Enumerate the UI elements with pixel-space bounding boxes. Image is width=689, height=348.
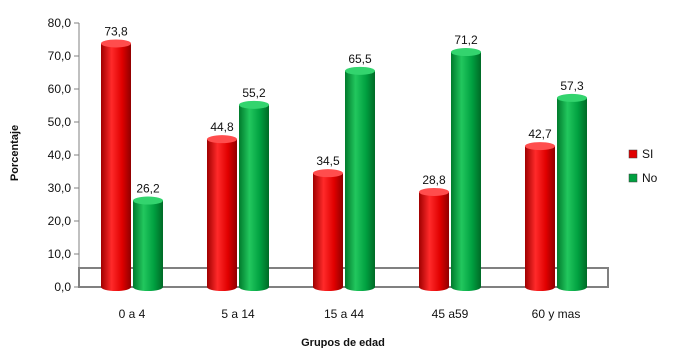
- bar-no-1: [239, 100, 269, 291]
- y-axis-title: Porcentaje: [9, 125, 21, 181]
- data-label: 65,5: [348, 52, 372, 66]
- legend: SI No: [628, 147, 658, 185]
- y-tick-label: 40,0: [48, 148, 72, 162]
- bar-body: [207, 139, 237, 287]
- bar-base: [313, 283, 343, 291]
- bar-base: [451, 283, 481, 291]
- y-tick-label: 70,0: [48, 49, 72, 63]
- data-labels: 73,8 26,2 44,8 55,2 34,5 65,5 28,8 71,2 42,7 57,3: [104, 24, 584, 195]
- y-tick-label: 30,0: [48, 181, 72, 195]
- y-tick-label: 20,0: [48, 214, 72, 228]
- bar-cap: [525, 142, 555, 151]
- bar-cap: [133, 196, 163, 205]
- bar-body: [239, 104, 269, 287]
- bar-no-3: [451, 48, 481, 291]
- data-label: 34,5: [316, 154, 340, 168]
- bar-series: [101, 39, 587, 291]
- bar-si-2: [313, 169, 343, 291]
- y-tick-label: 0,0: [54, 280, 71, 294]
- bar-no-2: [345, 66, 375, 291]
- bar-base: [345, 283, 375, 291]
- bar-body: [345, 70, 375, 287]
- x-tick-label: 0 a 4: [119, 307, 146, 321]
- bar-body: [133, 200, 163, 287]
- x-axis-ticks: 0 a 4 5 a 14 15 a 44 45 a59 60 y mas: [119, 307, 581, 321]
- bar-cap: [419, 187, 449, 196]
- x-tick-label: 60 y mas: [532, 307, 581, 321]
- bar-si-3: [419, 187, 449, 291]
- bar-cap: [101, 39, 131, 48]
- data-label: 42,7: [528, 127, 552, 141]
- bar-base: [207, 283, 237, 291]
- legend-label-no: No: [642, 171, 658, 185]
- bar-base: [239, 283, 269, 291]
- bar-body: [419, 191, 449, 287]
- x-axis-title: Grupos de edad: [301, 337, 385, 348]
- x-tick-label: 5 a 14: [221, 307, 255, 321]
- bar-body: [101, 43, 131, 288]
- data-label: 71,2: [454, 33, 478, 47]
- data-label: 26,2: [136, 182, 160, 196]
- bar-base: [525, 283, 555, 291]
- bar-body: [313, 173, 343, 287]
- bar-cap: [557, 93, 587, 102]
- bar-base: [557, 283, 587, 291]
- data-label: 55,2: [242, 86, 266, 100]
- legend-label-si: SI: [642, 147, 653, 161]
- bar-base: [419, 283, 449, 291]
- bar-base: [101, 283, 131, 291]
- bar-si-4: [525, 142, 555, 291]
- data-label: 57,3: [560, 79, 584, 93]
- legend-swatch-si: [628, 149, 638, 159]
- bar-cap: [345, 66, 375, 75]
- y-tick-label: 80,0: [48, 16, 72, 30]
- y-tick-label: 10,0: [48, 247, 72, 261]
- bar-base: [133, 283, 163, 291]
- bar-si-1: [207, 135, 237, 291]
- bar-cap: [207, 135, 237, 144]
- x-tick-label: 15 a 44: [324, 307, 364, 321]
- bar-no-0: [133, 196, 163, 291]
- x-tick-label: 45 a59: [432, 307, 469, 321]
- bar-body: [557, 97, 587, 287]
- bar-body: [451, 52, 481, 287]
- bar-body: [525, 146, 555, 287]
- legend-swatch-no: [628, 173, 638, 183]
- bar-cap: [239, 100, 269, 109]
- data-label: 44,8: [210, 120, 234, 134]
- y-tick-label: 60,0: [48, 82, 72, 96]
- data-label: 73,8: [104, 24, 128, 38]
- data-label: 28,8: [422, 173, 446, 187]
- y-axis: 0,0 10,0 20,0 30,0 40,0 50,0 60,0 70,0 80,0: [48, 16, 80, 294]
- bar-si-0: [101, 39, 131, 291]
- bar-cap: [313, 169, 343, 178]
- bar-no-4: [557, 93, 587, 291]
- y-tick-label: 50,0: [48, 115, 72, 129]
- bar-cap: [451, 48, 481, 57]
